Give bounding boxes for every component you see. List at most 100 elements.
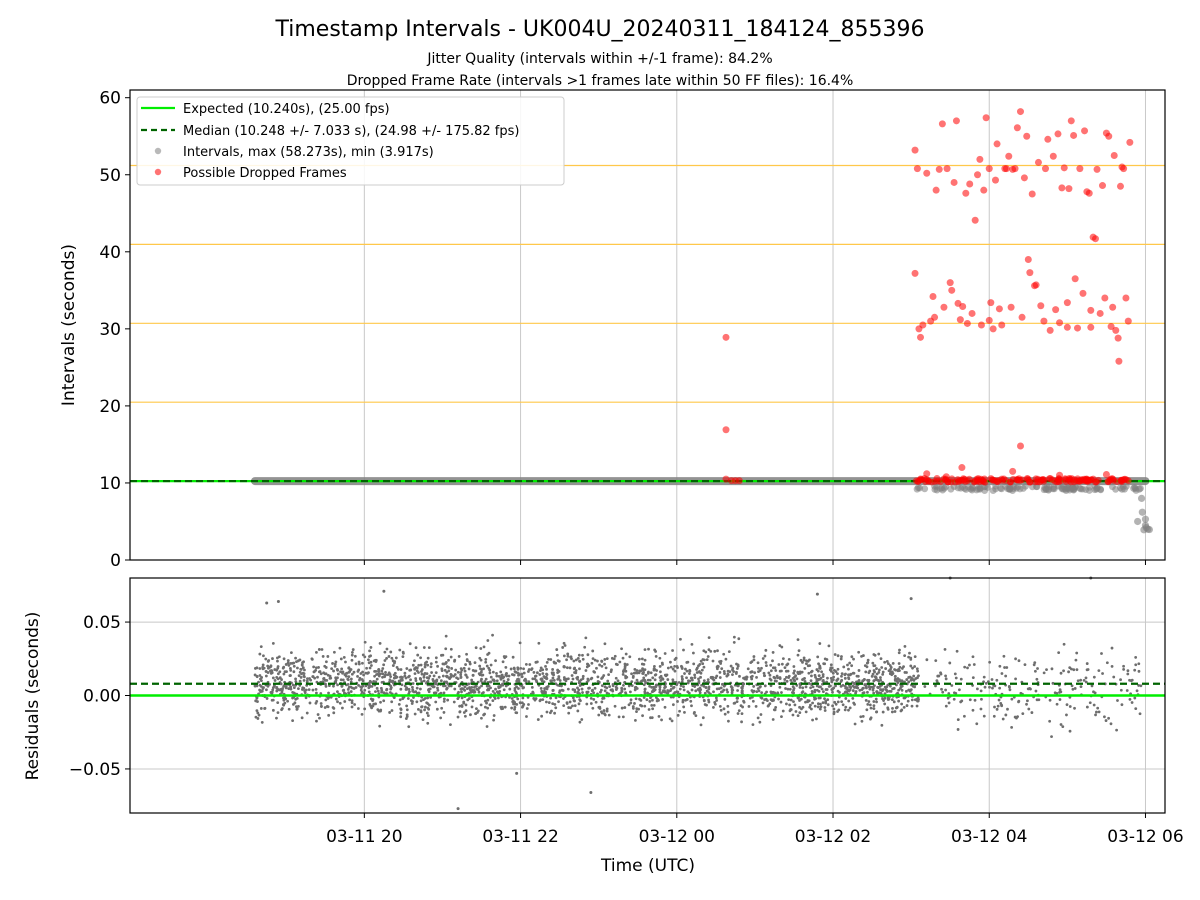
residual-point bbox=[296, 666, 299, 670]
residual-point bbox=[453, 687, 457, 691]
residual-point bbox=[673, 664, 677, 668]
residual-point bbox=[361, 661, 364, 665]
residual-point bbox=[566, 652, 570, 656]
residual-point bbox=[867, 678, 871, 682]
interval-point bbox=[1112, 486, 1120, 493]
residual-point bbox=[682, 705, 686, 709]
residual-point bbox=[690, 688, 694, 692]
residual-point bbox=[286, 699, 289, 703]
residual-point bbox=[428, 674, 432, 678]
residual-point bbox=[885, 660, 889, 663]
residual-point bbox=[480, 670, 483, 674]
dropped-frame-point bbox=[1063, 323, 1071, 331]
residual-point bbox=[892, 700, 896, 704]
dropped-frame-point bbox=[1061, 475, 1069, 483]
residual-point bbox=[530, 667, 534, 671]
dropped-frame-point bbox=[1037, 302, 1045, 310]
residual-point bbox=[795, 677, 799, 681]
residual-point bbox=[635, 669, 639, 672]
residual-point bbox=[378, 672, 382, 676]
residual-point bbox=[495, 671, 498, 675]
residual-point bbox=[415, 700, 419, 704]
residual-point bbox=[514, 711, 518, 715]
residual-point bbox=[850, 655, 854, 659]
residual-point bbox=[394, 656, 398, 660]
residual-point bbox=[1061, 725, 1065, 729]
residual-point bbox=[893, 675, 897, 678]
residual-point bbox=[1035, 698, 1039, 702]
residual-point bbox=[466, 698, 470, 702]
residual-point bbox=[1068, 705, 1072, 708]
dropped-frame-point bbox=[1074, 324, 1082, 332]
residual-point bbox=[649, 716, 652, 720]
residual-point bbox=[1133, 696, 1137, 700]
residual-point bbox=[459, 673, 463, 677]
residual-point bbox=[419, 677, 423, 681]
residual-point bbox=[399, 707, 403, 711]
residual-point bbox=[633, 668, 637, 671]
residual-point bbox=[631, 674, 635, 678]
residual-point bbox=[839, 657, 843, 661]
residual-point bbox=[446, 698, 450, 702]
residual-point bbox=[347, 675, 351, 679]
residual-point bbox=[997, 698, 1001, 702]
residual-point bbox=[276, 600, 280, 603]
residual-point bbox=[1014, 677, 1017, 681]
residual-point bbox=[299, 675, 303, 679]
dropped-frame-point bbox=[1023, 132, 1031, 140]
residual-point bbox=[581, 674, 585, 678]
residual-point bbox=[825, 658, 829, 661]
residual-point bbox=[390, 680, 394, 683]
residual-point bbox=[445, 670, 449, 674]
residual-point bbox=[791, 713, 795, 717]
residual-point bbox=[604, 666, 608, 670]
y-tick-label: 50 bbox=[99, 166, 121, 186]
residual-point bbox=[290, 651, 293, 655]
residual-point bbox=[633, 686, 637, 689]
residual-point bbox=[669, 660, 672, 664]
residual-point bbox=[678, 687, 682, 691]
dropped-frame-point bbox=[1101, 294, 1109, 302]
residual-point bbox=[1068, 666, 1072, 670]
residual-point bbox=[533, 677, 537, 681]
residual-point bbox=[1019, 691, 1023, 695]
residual-point bbox=[450, 667, 454, 670]
residual-point bbox=[823, 697, 826, 701]
residual-point bbox=[847, 699, 851, 703]
residual-point bbox=[836, 672, 839, 676]
residual-point bbox=[361, 653, 365, 657]
residual-point bbox=[478, 686, 481, 690]
interval-point bbox=[1005, 485, 1013, 493]
residual-point bbox=[787, 657, 791, 661]
residual-point bbox=[899, 685, 903, 689]
residual-point bbox=[658, 684, 662, 688]
residual-point bbox=[382, 691, 386, 695]
residual-point bbox=[289, 668, 293, 672]
dropped-frame-point bbox=[917, 333, 925, 341]
residual-point bbox=[843, 673, 847, 677]
residual-point bbox=[591, 649, 595, 653]
residual-point bbox=[583, 645, 587, 649]
residual-point bbox=[354, 686, 358, 689]
residual-point bbox=[336, 683, 339, 687]
residual-point bbox=[797, 649, 801, 653]
residual-point bbox=[535, 671, 539, 675]
residual-point bbox=[414, 679, 418, 683]
residual-point bbox=[883, 702, 887, 706]
residual-point bbox=[475, 687, 479, 691]
residual-point bbox=[316, 713, 320, 716]
residual-point bbox=[359, 672, 363, 675]
residual-point bbox=[605, 686, 609, 690]
residual-point bbox=[1090, 684, 1094, 688]
residual-point bbox=[909, 678, 913, 682]
residual-point bbox=[778, 676, 782, 679]
residual-point bbox=[620, 690, 624, 693]
residual-point bbox=[627, 684, 631, 688]
residual-point bbox=[388, 711, 392, 714]
residual-point bbox=[655, 669, 659, 672]
residual-point bbox=[807, 682, 811, 685]
residual-point bbox=[425, 676, 429, 680]
residual-point bbox=[577, 688, 581, 692]
residual-point bbox=[286, 661, 290, 665]
interval-point bbox=[1130, 484, 1138, 492]
